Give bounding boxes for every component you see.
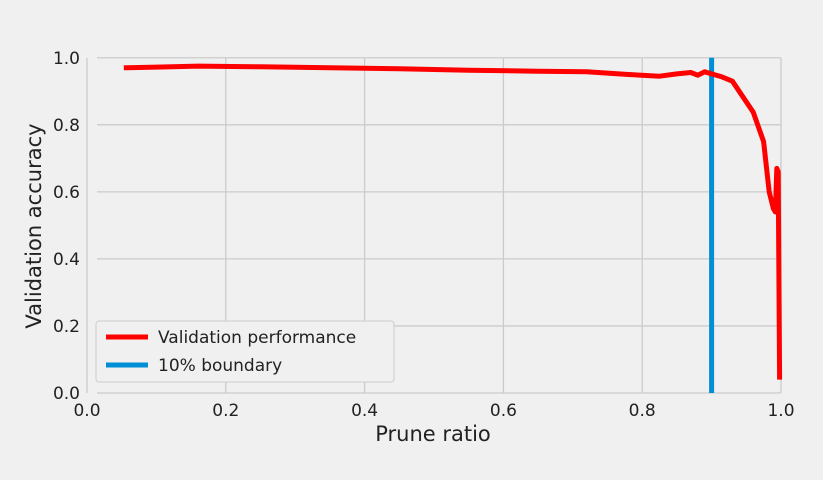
legend-label-10-percent-boundary: 10% boundary [158,356,282,376]
x-tick-label: 0.4 [351,401,378,421]
y-tick-label: 0.8 [53,116,80,136]
x-tick-label: 0.8 [629,401,656,421]
y-tick-label: 1.0 [53,49,80,69]
series-layer [123,63,783,380]
x-tick-label: 0.2 [212,401,239,421]
x-tick-label: 0.0 [73,401,100,421]
x-tick-label: 0.6 [490,401,517,421]
legend-box [95,320,395,383]
legend: Validation performance 10% boundary [95,320,395,383]
y-tick-label: 0.2 [53,317,80,337]
y-tick-label: 0.4 [53,250,80,270]
y-tick-label: 0.0 [53,384,80,404]
y-tick-label: 0.6 [53,183,80,203]
x-axis-label: Prune ratio [375,422,491,446]
tick-labels: 0.0 0.2 0.4 0.6 0.8 1.0 0.0 0.2 0.4 0.6 0.8 1.0 [53,49,795,421]
legend-label-validation-performance: Validation performance [158,328,356,348]
series-line-validation-performance [123,63,783,380]
x-tick-label: 1.0 [767,401,794,421]
y-axis-label: Validation accuracy [22,123,46,328]
